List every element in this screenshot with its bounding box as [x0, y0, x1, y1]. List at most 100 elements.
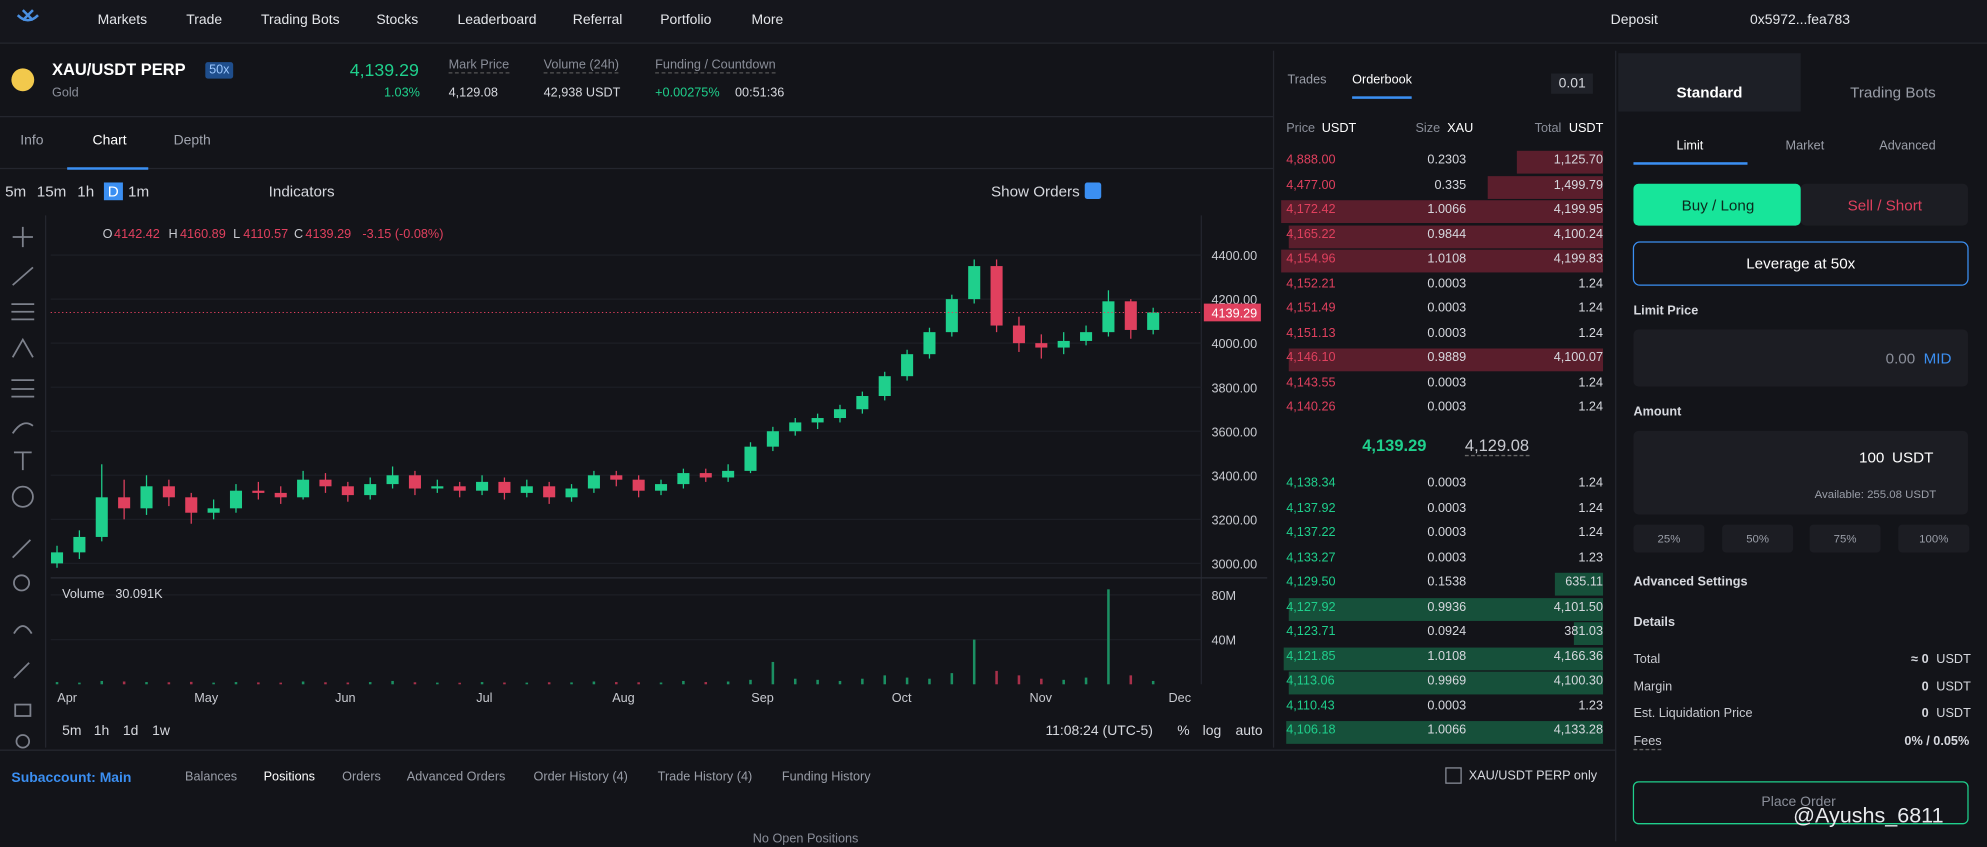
- mode-tab[interactable]: Standard: [1677, 84, 1743, 102]
- amount-input[interactable]: [1633, 431, 1968, 515]
- range-button[interactable]: 1d: [123, 724, 139, 739]
- book-price[interactable]: 4,106.18: [1286, 724, 1335, 738]
- account-tab[interactable]: Orders: [342, 770, 381, 784]
- interval[interactable]: 5m: [5, 182, 26, 200]
- candle-body: [163, 486, 175, 497]
- range-button[interactable]: 1w: [152, 724, 170, 739]
- book-price[interactable]: 4,477.00: [1286, 178, 1335, 192]
- book-price[interactable]: 4,138.34: [1286, 476, 1335, 490]
- account[interactable]: 0x5972...fea783: [1750, 13, 1850, 28]
- subaccount[interactable]: Subaccount: Main: [11, 770, 131, 785]
- book-header: Size: [1415, 122, 1440, 136]
- volume-bar: [145, 682, 148, 684]
- nav-item[interactable]: More: [751, 13, 783, 28]
- percent-label[interactable]: 100%: [1919, 532, 1948, 545]
- sell-label[interactable]: Sell / Short: [1848, 196, 1922, 214]
- tick-step[interactable]: 0.01: [1551, 73, 1593, 93]
- checkbox[interactable]: [1446, 768, 1461, 783]
- interval[interactable]: 1m: [128, 182, 149, 200]
- book-price[interactable]: 4,140.26: [1286, 400, 1335, 414]
- order-type[interactable]: Advanced: [1879, 139, 1935, 153]
- candle-body: [901, 354, 913, 376]
- percent-label[interactable]: 25%: [1658, 532, 1681, 545]
- view-tab[interactable]: Info: [20, 133, 43, 148]
- log-toggle[interactable]: log: [1203, 724, 1222, 739]
- show-orders-checkbox[interactable]: [1085, 182, 1101, 198]
- mode-tab[interactable]: Trading Bots: [1850, 84, 1936, 102]
- range-button[interactable]: 5m: [62, 724, 81, 739]
- section[interactable]: Advanced Settings: [1633, 575, 1747, 589]
- interval[interactable]: 1h: [77, 182, 94, 200]
- percent-label[interactable]: 50%: [1746, 532, 1769, 545]
- nav-item[interactable]: Trading Bots: [261, 13, 340, 28]
- candle-body: [364, 484, 376, 495]
- section[interactable]: Details: [1633, 616, 1675, 630]
- nav-item[interactable]: Referral: [573, 13, 623, 28]
- account-tab[interactable]: Order History (4): [533, 770, 627, 784]
- book-size: 0.0003: [1426, 400, 1467, 414]
- detail-unit: USDT: [1936, 680, 1971, 694]
- book-price[interactable]: 4,137.92: [1286, 501, 1335, 515]
- book-tab[interactable]: Orderbook: [1352, 73, 1412, 98]
- book-price[interactable]: 4,113.06: [1286, 674, 1334, 688]
- indicators[interactable]: Indicators: [269, 182, 335, 200]
- book-price[interactable]: 4,151.13: [1286, 326, 1335, 340]
- percent-toggle[interactable]: %: [1177, 724, 1189, 739]
- account-tab[interactable]: Trade History (4): [658, 770, 753, 784]
- book-price[interactable]: 4,143.55: [1286, 376, 1335, 390]
- book-size: 0.1538: [1426, 575, 1467, 589]
- deposit[interactable]: Deposit: [1611, 13, 1658, 28]
- book-price[interactable]: 4,146.10: [1286, 351, 1335, 365]
- book-price[interactable]: 4,110.43: [1286, 699, 1334, 713]
- detail-value: 0% / 0.05%: [1843, 734, 1970, 748]
- drawing-tools[interactable]: [11, 227, 34, 748]
- book-price[interactable]: 4,123.71: [1286, 625, 1335, 639]
- book-size: 0.2303: [1426, 153, 1467, 167]
- interval[interactable]: 15m: [37, 182, 67, 200]
- view-tab[interactable]: Depth: [174, 133, 211, 148]
- book-price[interactable]: 4,121.85: [1286, 649, 1335, 663]
- account-tab[interactable]: Balances: [185, 770, 237, 784]
- y-tick-label: 3400.00: [1211, 469, 1257, 483]
- book-price[interactable]: 4,172.42: [1286, 203, 1335, 217]
- account-tab[interactable]: Funding History: [782, 770, 871, 784]
- interval[interactable]: D: [104, 182, 123, 200]
- book-price[interactable]: 4,154.96: [1286, 252, 1335, 266]
- percent-label[interactable]: 75%: [1834, 532, 1857, 545]
- show-orders[interactable]: Show Orders: [991, 182, 1080, 200]
- nav-item[interactable]: Trade: [186, 13, 222, 28]
- book-price[interactable]: 4,165.22: [1286, 227, 1335, 241]
- candle-body: [185, 497, 197, 512]
- symbol: XAU/USDT PERP: [52, 60, 186, 79]
- candle-body: [722, 471, 734, 478]
- order-type[interactable]: Market: [1786, 139, 1825, 153]
- nav-item[interactable]: Portfolio: [660, 13, 711, 28]
- nav-item[interactable]: Stocks: [376, 13, 418, 28]
- buy-label[interactable]: Buy / Long: [1682, 196, 1755, 214]
- book-tab[interactable]: Trades: [1287, 73, 1326, 87]
- volume-bar: [861, 679, 864, 685]
- auto-toggle[interactable]: auto: [1236, 724, 1263, 739]
- book-price[interactable]: 4,133.27: [1286, 551, 1335, 565]
- book-price[interactable]: 4,137.22: [1286, 526, 1335, 540]
- range-button[interactable]: 1h: [94, 724, 110, 739]
- leverage-button[interactable]: Leverage at 50x: [1746, 255, 1855, 273]
- book-price[interactable]: 4,152.21: [1286, 277, 1335, 291]
- book-total: 1.24: [1527, 277, 1603, 291]
- account-tab[interactable]: Advanced Orders: [407, 770, 506, 784]
- nav-item[interactable]: Markets: [98, 13, 148, 28]
- book-price[interactable]: 4,888.00: [1286, 153, 1335, 167]
- candle-body: [521, 486, 533, 493]
- book-price[interactable]: 4,127.92: [1286, 600, 1335, 614]
- limit-input[interactable]: [1633, 329, 1968, 386]
- book-size: 1.0066: [1426, 203, 1467, 217]
- book-price[interactable]: 4,151.49: [1286, 302, 1335, 316]
- account-tab[interactable]: Positions: [264, 770, 315, 784]
- detail-unit: USDT: [1936, 707, 1971, 721]
- nav-item[interactable]: Leaderboard: [457, 13, 536, 28]
- book-price[interactable]: 4,129.50: [1286, 575, 1335, 589]
- mid-button[interactable]: MID: [1924, 350, 1952, 368]
- order-type[interactable]: Limit: [1677, 139, 1704, 153]
- view-tab[interactable]: Chart: [93, 133, 127, 148]
